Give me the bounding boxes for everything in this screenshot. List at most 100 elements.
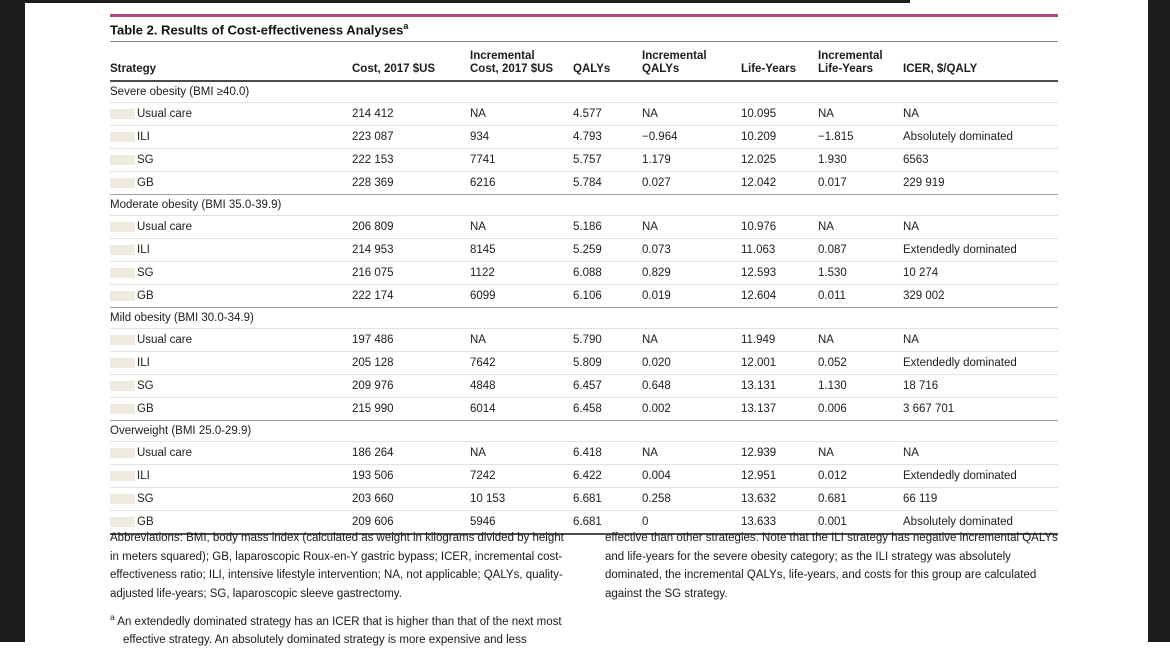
cost-effectiveness-table: Strategy Cost, 2017 $US Incremental Cost, …	[110, 44, 1058, 535]
table-cell: 4.577	[573, 108, 602, 120]
column-header: Cost, 2017 $US	[352, 63, 436, 75]
row-indent-marker	[110, 178, 135, 188]
section-header: Moderate obesity (BMI 35.0-39.9)	[110, 194, 1058, 215]
row-indent-marker	[110, 404, 135, 414]
column-header: QALYs	[573, 63, 611, 75]
table-cell: NA	[642, 447, 658, 459]
table-cell: 6014	[470, 403, 496, 415]
table-row: ILI 214 953 8145 5.259 0.073 11.063 0.087 Exten…	[110, 238, 1058, 261]
footnotes: Abbreviations: BMI, body mass index (cal…	[110, 529, 1058, 650]
strategy-label: ILI	[137, 470, 150, 482]
row-indent-marker	[110, 132, 135, 142]
table-cell: NA	[470, 334, 486, 346]
table-cell: 12.593	[741, 267, 777, 279]
table-cell: 12.001	[741, 357, 777, 369]
strategy-label: ILI	[137, 244, 150, 256]
table-cell: NA	[903, 334, 919, 346]
table-cell: −0.964	[642, 131, 678, 143]
strategy-cell: ILI	[110, 357, 352, 369]
row-indent-marker	[110, 291, 135, 301]
table-row: Usual care 186 264 NA 6.418 NA 12.939 NA NA	[110, 441, 1058, 464]
table-cell: 10.209	[741, 131, 777, 143]
table-cell: 6.681	[573, 493, 602, 505]
table-title: Table 2. Results of Cost-effectiveness A…	[110, 21, 408, 37]
table-cell: Extendedly dominated	[903, 357, 1017, 369]
table-cell: 10 153	[470, 493, 506, 505]
table-cell: Absolutely dominated	[903, 131, 1013, 143]
table-row: ILI 193 506 7242 6.422 0.004 12.951 0.012 Exten…	[110, 464, 1058, 487]
table-cell: 193 506	[352, 470, 394, 482]
table-cell: NA	[818, 221, 834, 233]
table-title-footnote-marker: a	[403, 21, 409, 31]
footnote-a: a An extendedly dominated strategy has a…	[110, 608, 565, 650]
table-section: Moderate obesity (BMI 35.0-39.9) Usual ca…	[110, 194, 1058, 307]
table-cell: 329 002	[903, 290, 945, 302]
table-cell: NA	[903, 108, 919, 120]
table-section: Overweight (BMI 25.0-29.9) Usual care 186 …	[110, 420, 1058, 533]
table-cell: 7642	[470, 357, 496, 369]
table-cell: −1.815	[818, 131, 854, 143]
table-cell: 6.458	[573, 403, 602, 415]
strategy-cell: Usual care	[110, 447, 352, 459]
row-indent-marker	[110, 335, 135, 345]
section-header: Overweight (BMI 25.0-29.9)	[110, 420, 1058, 441]
strategy-cell: GB	[110, 516, 352, 528]
table-cell: NA	[642, 108, 658, 120]
table-cell: 5.757	[573, 154, 602, 166]
table-cell: 6.422	[573, 470, 602, 482]
table-cell: 0.006	[818, 403, 847, 415]
table-cell: 1122	[470, 267, 495, 279]
table-cell: 6099	[470, 290, 496, 302]
row-indent-marker	[110, 517, 135, 527]
table-cell: 934	[470, 131, 490, 143]
table-row: SG 216 075 1122 6.088 0.829 12.593 1.530 10 274	[110, 261, 1058, 284]
table-cell: NA	[642, 334, 658, 346]
table-header-row: Strategy Cost, 2017 $US Incremental Cost, …	[110, 44, 1058, 82]
table-cell: 228 369	[352, 177, 394, 189]
table-cell: 13.632	[741, 493, 777, 505]
table-cell: 0.019	[642, 290, 671, 302]
strategy-label: SG	[137, 380, 154, 392]
table-cell: NA	[470, 447, 486, 459]
window-edge-top	[0, 0, 910, 3]
table-cell: 0.027	[642, 177, 671, 189]
table-cell: 206 809	[352, 221, 394, 233]
column-header: Life-Years	[741, 63, 796, 75]
table-cell: 0.001	[818, 516, 847, 528]
table-cell: NA	[642, 221, 658, 233]
table-cell: 13.137	[741, 403, 777, 415]
footnote-a-text-right: effective than other strategies. Note th…	[605, 532, 1058, 600]
table-accent-rule	[110, 14, 1058, 17]
table-cell: 4848	[470, 380, 496, 392]
table-cell: 209 976	[352, 380, 394, 392]
strategy-cell: ILI	[110, 244, 352, 256]
column-header: Incremental Cost, 2017 $US	[470, 50, 554, 75]
table-cell: 0.258	[642, 493, 671, 505]
table-cell: 0.011	[818, 290, 846, 302]
strategy-cell: SG	[110, 493, 352, 505]
row-indent-marker	[110, 109, 135, 119]
table-cell: 205 128	[352, 357, 394, 369]
table-cell: 4.793	[573, 131, 602, 143]
row-indent-marker	[110, 222, 135, 232]
table-row: GB 228 369 6216 5.784 0.027 12.042 0.017 229 91…	[110, 171, 1058, 194]
column-header: ICER, $/QALY	[903, 63, 978, 75]
table-cell: 0.073	[642, 244, 671, 256]
strategy-label: SG	[137, 493, 154, 505]
table-cell: 6.681	[573, 516, 602, 528]
row-indent-marker	[110, 268, 135, 278]
strategy-cell: Usual care	[110, 221, 352, 233]
footnote-column-left: Abbreviations: BMI, body mass index (cal…	[110, 529, 565, 650]
table-row: ILI 205 128 7642 5.809 0.020 12.001 0.052 Exten…	[110, 351, 1058, 374]
strategy-label: GB	[137, 177, 154, 189]
strategy-cell: GB	[110, 290, 352, 302]
table-cell: 18 716	[903, 380, 939, 392]
table-cell: 215 990	[352, 403, 394, 415]
table-cell: Absolutely dominated	[903, 516, 1013, 528]
table-row: Usual care 214 412 NA 4.577 NA 10.095 NA NA	[110, 102, 1058, 125]
table-cell: 0.004	[642, 470, 671, 482]
row-indent-marker	[110, 358, 135, 368]
table-cell: 6.088	[573, 267, 602, 279]
table-cell: 222 153	[352, 154, 394, 166]
table-cell: 13.131	[741, 380, 777, 392]
